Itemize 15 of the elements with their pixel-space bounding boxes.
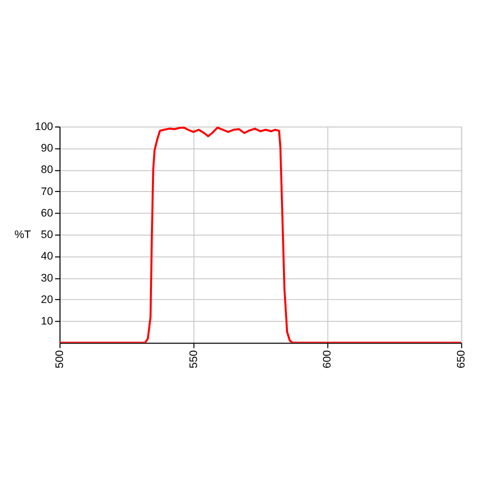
y-tick-label: 60: [40, 207, 54, 220]
x-tick-label: 500: [54, 350, 66, 368]
y-axis-title: %T: [14, 229, 32, 242]
y-tick-label: 100: [34, 120, 54, 133]
y-tick-label: 10: [40, 316, 54, 328]
y-tick-label: 20: [40, 294, 54, 306]
x-tick-label: 600: [322, 350, 334, 368]
y-tick-label: 40: [40, 250, 54, 263]
y-tick-label: 80: [40, 164, 54, 176]
y-tick-label: 30: [40, 272, 54, 284]
y-tick-label: 90: [40, 142, 54, 155]
x-tick-label: 650: [456, 350, 468, 368]
x-tick-label: 550: [188, 350, 200, 368]
y-tick-label: 50: [40, 229, 54, 242]
y-tick-label: 70: [40, 186, 54, 198]
